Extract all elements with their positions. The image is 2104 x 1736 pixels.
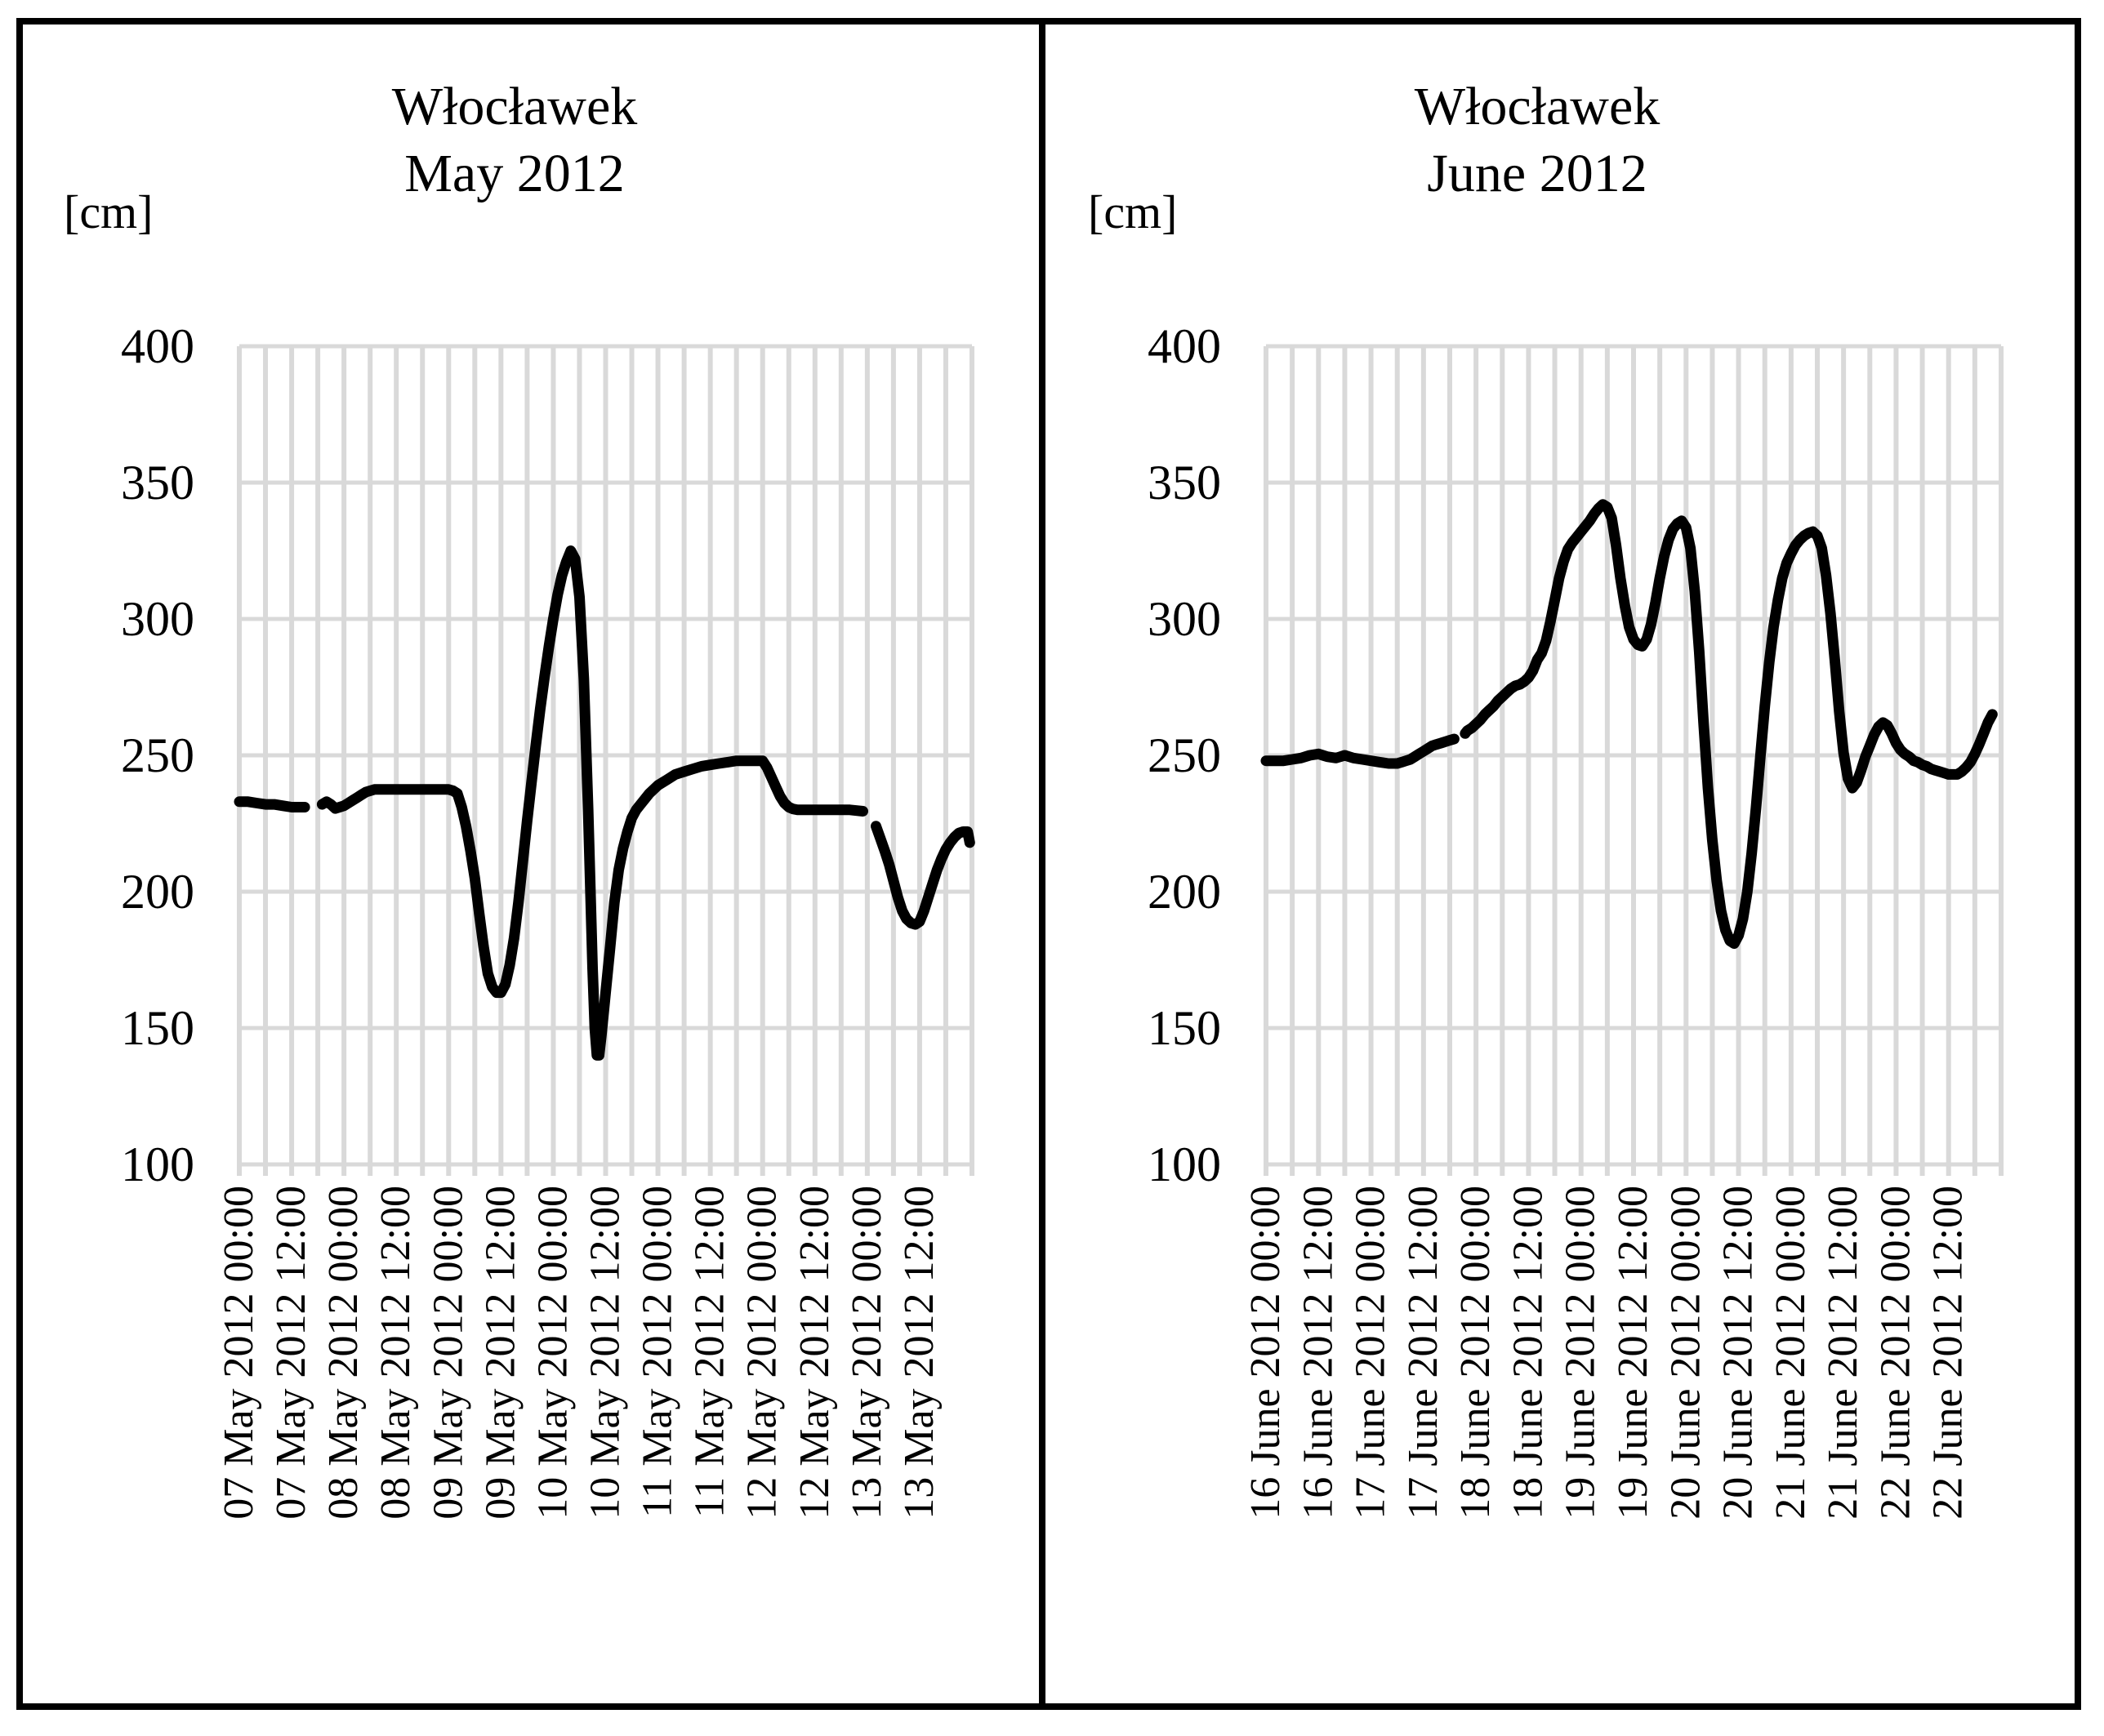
y-tick-label: 250 xyxy=(121,728,194,782)
x-tick-label: 13 May 2012 00:00 xyxy=(844,1186,890,1520)
y-tick-label: 300 xyxy=(1148,592,1221,646)
x-tick-label: 16 June 2012 12:00 xyxy=(1295,1186,1341,1520)
series-line-june xyxy=(1260,499,1998,949)
x-tick-label: 16 June 2012 00:00 xyxy=(1242,1186,1289,1520)
x-tick-label: 09 May 2012 12:00 xyxy=(477,1186,524,1520)
x-tick-label: 13 May 2012 12:00 xyxy=(896,1186,943,1520)
x-tick-label: 12 May 2012 00:00 xyxy=(739,1186,786,1520)
x-tick-label: 11 May 2012 12:00 xyxy=(687,1186,733,1518)
x-tick-labels-may: 07 May 2012 00:00 07 May 2012 12:00 08 May… xyxy=(216,1186,943,1520)
y-tick-labels-june: 400 350 300 250 200 150 100 xyxy=(1148,319,1221,1191)
y-tick-label: 150 xyxy=(121,1001,194,1055)
x-tick-label: 21 June 2012 00:00 xyxy=(1767,1186,1814,1520)
x-tick-label: 18 June 2012 00:00 xyxy=(1452,1186,1499,1520)
x-tick-label: 22 June 2012 00:00 xyxy=(1872,1186,1919,1520)
y-tick-label: 100 xyxy=(121,1137,194,1191)
x-tick-label: 12 May 2012 12:00 xyxy=(791,1186,838,1520)
x-tick-label: 09 May 2012 00:00 xyxy=(425,1186,471,1520)
horizontal-gridlines-june xyxy=(1266,344,2001,1167)
chart-title-june: Włocławek June 2012 xyxy=(1170,73,1905,207)
x-tick-label: 08 May 2012 00:00 xyxy=(320,1186,367,1520)
chart-title-may: Włocławek May 2012 xyxy=(147,73,882,207)
x-tick-label: 10 May 2012 12:00 xyxy=(582,1186,629,1520)
x-tick-label: 07 May 2012 00:00 xyxy=(216,1186,262,1520)
y-tick-label: 200 xyxy=(1148,865,1221,919)
chart-title-line2-may: May 2012 xyxy=(404,144,625,203)
y-tick-labels-may: 400 350 300 250 200 150 100 xyxy=(121,319,194,1191)
x-tick-label: 19 June 2012 00:00 xyxy=(1558,1186,1604,1520)
y-axis-unit-label-may: [cm] xyxy=(64,185,154,238)
y-tick-label: 100 xyxy=(1148,1137,1221,1191)
x-tick-label: 10 May 2012 00:00 xyxy=(529,1186,576,1520)
x-tick-label: 22 June 2012 12:00 xyxy=(1925,1186,1972,1520)
y-tick-label: 400 xyxy=(121,319,194,373)
x-tick-label: 07 May 2012 12:00 xyxy=(268,1186,314,1520)
y-tick-label: 350 xyxy=(1148,456,1221,510)
vertical-gridlines-may xyxy=(237,346,974,1176)
panel-divider-line xyxy=(1039,18,1045,1710)
y-tick-label: 200 xyxy=(121,865,194,919)
x-tick-labels-june: 16 June 2012 00:00 16 June 2012 12:00 17 J… xyxy=(1242,1186,1972,1520)
y-tick-label: 250 xyxy=(1148,728,1221,782)
chart-title-line1-may: Włocławek xyxy=(391,77,638,136)
x-tick-label: 11 May 2012 00:00 xyxy=(635,1186,681,1518)
chart-title-line1-june: Włocławek xyxy=(1414,77,1660,136)
x-tick-label: 17 June 2012 00:00 xyxy=(1348,1186,1394,1520)
x-tick-label: 18 June 2012 12:00 xyxy=(1504,1186,1551,1520)
y-tick-label: 300 xyxy=(121,592,194,646)
y-tick-label: 150 xyxy=(1148,1001,1221,1055)
x-tick-label: 08 May 2012 12:00 xyxy=(372,1186,419,1520)
y-tick-label: 350 xyxy=(121,456,194,510)
y-axis-unit-label-june: [cm] xyxy=(1088,185,1178,238)
x-tick-label: 19 June 2012 12:00 xyxy=(1610,1186,1656,1520)
chart-title-line2-june: June 2012 xyxy=(1427,144,1647,203)
x-tick-label: 20 June 2012 00:00 xyxy=(1662,1186,1709,1520)
series-line-may xyxy=(234,545,975,1061)
chart-may: 400 350 300 250 200 150 100 07 May 2012 00:00 07… xyxy=(121,319,975,1520)
x-tick-label: 21 June 2012 12:00 xyxy=(1820,1186,1866,1520)
x-tick-label: 17 June 2012 12:00 xyxy=(1400,1186,1446,1520)
y-tick-label: 400 xyxy=(1148,319,1221,373)
x-tick-label: 20 June 2012 12:00 xyxy=(1715,1186,1762,1520)
